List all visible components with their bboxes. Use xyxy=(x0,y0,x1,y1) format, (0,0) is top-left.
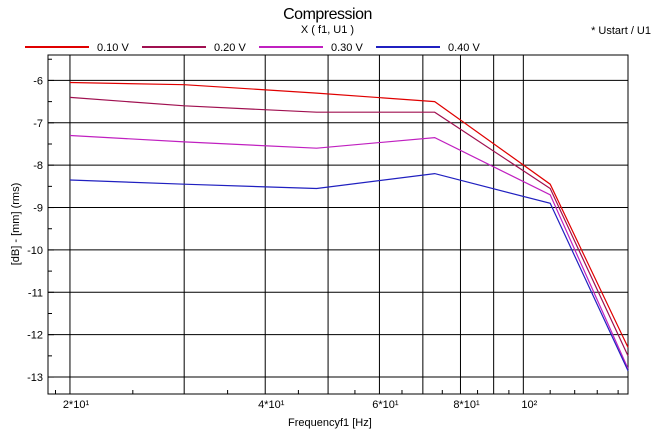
x-tick-label: 6*10¹ xyxy=(372,399,399,411)
series-line-3 xyxy=(69,134,629,369)
series-lines xyxy=(69,81,629,371)
axis-ticks: -6 -7 -8 -9 -10 -11 -12 -13 2*10¹ 4*10¹ 6*10¹ 8*10¹… xyxy=(27,58,619,411)
legend-label-4: 0.40 V xyxy=(448,42,480,54)
chart-subtitle: X ( f1, U1 ) xyxy=(300,24,355,36)
grid xyxy=(48,55,628,394)
y-tick-label: -8 xyxy=(33,160,43,172)
legend-label-2: 0.20 V xyxy=(214,42,246,54)
y-tick-label: -11 xyxy=(28,287,43,299)
chart-title: Compression xyxy=(283,6,372,23)
y-tick-label: -7 xyxy=(33,118,43,130)
y-tick-label: -12 xyxy=(27,330,43,342)
legend-label-3: 0.30 V xyxy=(331,42,363,54)
plot-area xyxy=(47,54,629,395)
x-tick-label: 10² xyxy=(521,399,537,411)
x-tick-label: 4*10¹ xyxy=(258,399,285,411)
series-line-1 xyxy=(69,81,629,348)
x-tick-label: 8*10¹ xyxy=(453,399,480,411)
y-axis-label: [dB] - [mm] (rms) xyxy=(10,182,22,266)
y-tick-label: -6 xyxy=(33,75,43,87)
series-line-2 xyxy=(69,96,629,357)
x-tick-label: 2*10¹ xyxy=(63,399,90,411)
legend-label-1: 0.10 V xyxy=(97,42,129,54)
legend: 0.10 V 0.20 V 0.30 V 0.40 V xyxy=(25,42,480,54)
series-line-4 xyxy=(69,172,629,371)
y-tick-label: -13 xyxy=(27,372,43,384)
y-tick-label: -9 xyxy=(33,203,43,215)
y-tick-label: -10 xyxy=(27,245,43,257)
x-axis-label: Frequencyf1 [Hz] xyxy=(288,417,372,429)
chart-note: * Ustart / U1 xyxy=(591,25,651,37)
